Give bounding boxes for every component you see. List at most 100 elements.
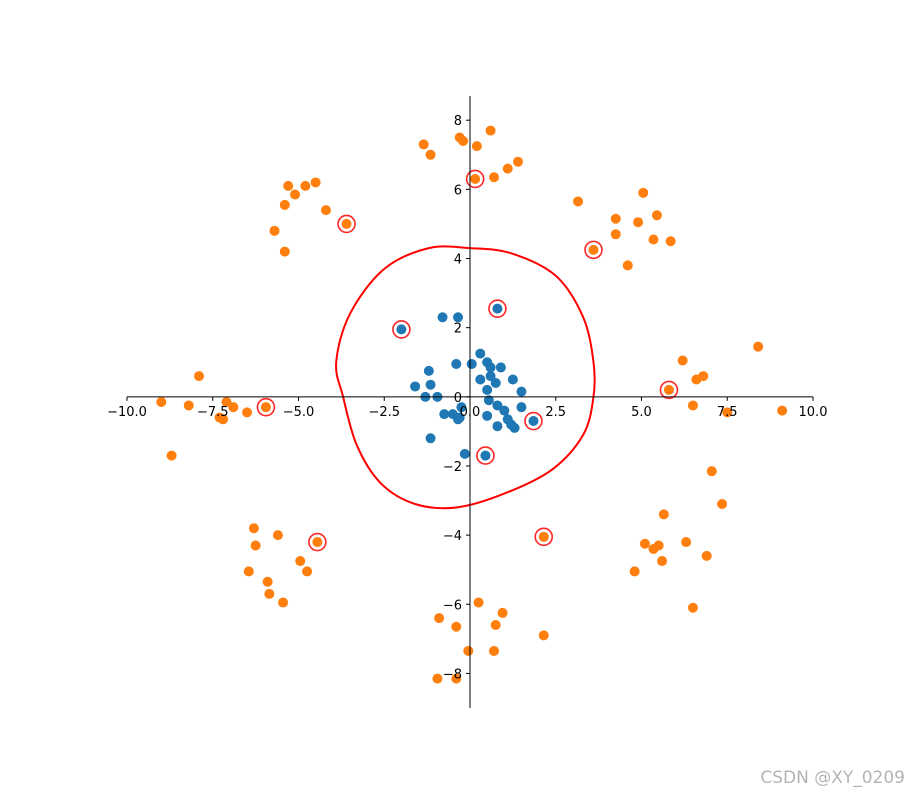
series-1-point <box>218 414 229 425</box>
x-tick-label: −7.5 <box>197 405 229 420</box>
x-tick-label: −10.0 <box>107 405 147 420</box>
series-1-point <box>194 371 205 382</box>
series-1-point <box>610 213 621 224</box>
series-1-point <box>312 537 323 548</box>
series-1-point <box>248 523 259 534</box>
y-tick-label: 4 <box>454 253 462 268</box>
series-1-point <box>588 244 599 255</box>
series-1-point <box>451 621 462 632</box>
series-1-point <box>622 260 633 271</box>
x-tick-label: 5.0 <box>631 405 652 420</box>
series-1-point <box>300 180 311 191</box>
y-tick-label: 2 <box>454 322 462 337</box>
x-tick-label: 10.0 <box>799 405 828 420</box>
series-0-point <box>466 358 477 369</box>
series-0-point <box>423 365 434 376</box>
highlight-ring <box>488 299 507 318</box>
series-0-point <box>475 374 486 385</box>
decision-boundary-curve <box>335 245 596 510</box>
series-1-point <box>295 556 306 567</box>
highlight-ring <box>256 397 276 417</box>
series-1-point <box>497 607 508 618</box>
series-0-point <box>439 409 450 420</box>
series-1-point <box>485 125 496 136</box>
series-0-point <box>492 400 503 411</box>
highlight-ring <box>308 532 327 552</box>
series-0-point <box>483 395 494 406</box>
series-0-point <box>452 312 463 323</box>
series-1-point <box>513 156 524 167</box>
series-0-point <box>396 324 407 335</box>
points-layer <box>156 125 788 684</box>
series-1-point <box>701 550 712 561</box>
highlight-ring <box>465 169 485 189</box>
series-1-point <box>490 620 501 631</box>
x-tick-label: 2.5 <box>545 405 566 420</box>
highlight-ring <box>392 320 411 339</box>
series-1-point <box>278 597 289 608</box>
series-0-point <box>452 414 463 425</box>
series-0-point <box>451 358 462 369</box>
series-1-point <box>272 530 283 541</box>
highlight-layer <box>256 169 679 552</box>
series-0-point <box>480 450 491 461</box>
series-1-point <box>638 187 649 198</box>
series-1-point <box>489 645 500 656</box>
series-1-point <box>677 355 688 366</box>
series-1-point <box>691 374 702 385</box>
series-0-point <box>475 348 486 359</box>
series-0-point <box>507 374 518 385</box>
y-tick-label: −6 <box>443 598 462 613</box>
series-1-point <box>538 531 549 542</box>
series-1-point <box>243 566 254 577</box>
series-1-point <box>651 210 662 221</box>
series-1-point <box>753 341 764 352</box>
series-1-point <box>706 466 717 477</box>
series-1-point <box>262 576 273 587</box>
series-0-point <box>482 410 493 421</box>
y-tick-label: −4 <box>443 529 462 544</box>
series-0-point <box>516 386 527 397</box>
series-0-point <box>499 405 510 416</box>
x-tick-label: 0.0 <box>460 405 481 420</box>
series-1-point <box>471 141 482 152</box>
series-1-point <box>458 135 469 146</box>
series-1-point <box>221 397 232 407</box>
series-0-point <box>490 377 501 388</box>
series-1-point <box>502 163 513 174</box>
series-0-point <box>509 422 520 433</box>
y-tick-label: 8 <box>454 114 462 129</box>
series-1-point <box>665 236 676 247</box>
series-1-point <box>279 199 290 210</box>
series-1-point <box>432 673 443 684</box>
series-1-point <box>425 149 436 160</box>
series-1-point <box>777 405 788 416</box>
series-1-point <box>538 630 549 641</box>
series-0-point <box>482 384 493 395</box>
series-1-point <box>302 566 313 577</box>
series-1-point <box>310 177 321 188</box>
series-1-point <box>320 205 331 216</box>
series-1-point <box>283 180 294 191</box>
series-1-point <box>717 499 728 509</box>
series-0-point <box>456 402 467 413</box>
series-1-point <box>489 172 500 183</box>
series-0-point <box>425 379 436 390</box>
series-0-point <box>425 433 436 444</box>
axes-layer: −10.0 −7.5 −5.0 −2.5 0.0 2.5 5.0 7.5 10.0 −8 −6 −4 −… <box>107 96 827 708</box>
y-tick-label: 6 <box>454 183 462 198</box>
x-tick-label: 7.5 <box>717 405 738 420</box>
series-1-point <box>156 397 167 407</box>
series-1-point <box>610 229 621 240</box>
series-1-point <box>242 407 253 418</box>
series-0-point <box>410 381 421 392</box>
series-1-point <box>260 402 271 413</box>
series-1-point <box>341 218 352 229</box>
series-1-point <box>573 196 584 207</box>
series-0-point <box>495 362 506 373</box>
series-1-point <box>183 400 194 411</box>
x-tick-label: −2.5 <box>368 405 400 420</box>
series-1-point <box>663 384 674 395</box>
series-1-point <box>473 597 484 608</box>
highlight-ring <box>337 214 356 234</box>
